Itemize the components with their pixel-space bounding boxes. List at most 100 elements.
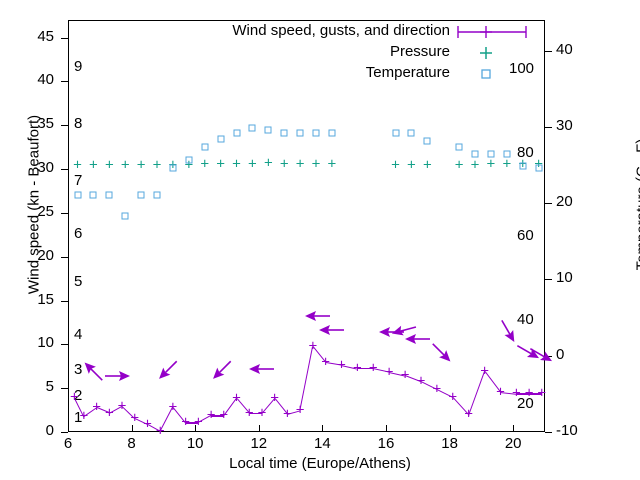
wind-speed-marker: + [168,398,178,416]
beaufort-inner-label: 5 [74,272,83,290]
pressure-marker: + [391,156,400,174]
pressure-marker: + [136,156,146,174]
pressure-marker: + [248,155,257,173]
y-tick-mark-right [545,127,552,128]
wind-direction-arrow [104,364,131,383]
wind-direction-arrow [208,355,240,387]
temperature-marker [264,126,272,134]
wind-speed-marker: + [400,366,410,384]
legend-item: Temperature [226,64,536,85]
y-tick-label-left: 25 [37,202,54,220]
fahrenheit-inner-label: 100 [509,59,535,77]
y-tick-mark-right [545,51,552,52]
pressure-marker: + [470,156,480,174]
wind-line-segment [516,393,530,395]
wind-line-segment [357,368,374,370]
wind-speed-marker: + [464,405,474,423]
legend-label: Pressure [389,43,450,60]
wind-speed-marker: + [524,384,534,402]
fahrenheit-inner-label: 80 [517,143,534,161]
pressure-marker: + [184,156,194,174]
x-tick-mark [132,425,133,432]
wind-speed-marker: + [416,372,426,390]
wind-speed-marker: + [432,380,442,398]
y-tick-mark-left [61,125,68,126]
legend-key-square [452,64,532,85]
wind-speed-marker: + [337,356,346,373]
temperature-marker [423,137,431,145]
wind-speed-marker: + [232,389,241,407]
y-tick-label-right: 30 [556,116,573,134]
x-tick-label: 18 [441,435,458,452]
temperature-marker [121,212,129,220]
wind-direction-arrow [318,323,345,342]
y-tick-mark-right [545,432,552,433]
legend-key-line-plus [452,22,532,43]
wind-speed-marker: + [104,404,114,422]
beaufort-inner-label: 1 [74,408,83,426]
fahrenheit-inner-label: 40 [517,311,534,329]
wind-direction-arrow [404,332,431,351]
wind-direction-arrow [154,355,186,387]
wind-line-segment [249,412,262,415]
y-tick-mark-right [545,203,552,204]
wind-line-segment [185,422,199,424]
wind-speed-marker: + [130,409,140,427]
temperature-marker [201,143,209,151]
y-tick-label-left: 15 [37,290,54,308]
beaufort-inner-label: 8 [74,115,83,133]
legend-item: Wind speed, gusts, and direction [226,22,536,43]
pressure-marker: + [200,155,210,173]
pressure-marker: + [232,155,241,173]
wind-speed-marker: + [181,413,191,431]
legend-item: Pressure [226,43,536,64]
pressure-marker: + [486,155,496,173]
temperature-marker [296,129,304,137]
temperature-marker [280,129,288,137]
pressure-marker: + [216,155,226,173]
pressure-marker: + [502,155,512,173]
y-tick-label-left: 30 [37,159,54,177]
pressure-marker: + [295,155,305,173]
x-tick-label: 8 [127,435,136,452]
x-tick-label: 20 [504,435,522,452]
wind-line-segment [211,415,224,417]
y-tick-label-left: 40 [37,71,54,89]
y-tick-mark-left [61,38,68,39]
wind-direction-arrow [513,335,545,364]
y-tick-label-right: -10 [556,422,578,439]
y-tick-mark-left [61,213,68,214]
wind-line-segment [529,393,542,395]
fahrenheit-inner-label: 20 [517,395,534,413]
temperature-marker [248,124,256,132]
wind-speed-marker: + [352,359,362,377]
wind-direction-arrow [495,313,524,345]
temperature-marker [169,164,177,172]
temperature-marker [407,129,415,137]
wind-speed-marker: + [384,363,394,380]
pressure-marker: + [279,155,289,173]
y-tick-mark-left [61,388,68,389]
wind-speed-marker: + [206,406,216,424]
y-tick-label-left: 5 [45,378,54,396]
wind-speed-marker: + [270,389,280,407]
wind-direction-arrow [248,362,275,381]
temperature-marker [312,129,320,137]
y-tick-label-right: 20 [556,193,573,211]
temperature-marker [74,191,82,199]
pressure-marker: + [454,156,464,174]
legend-label: Temperature [365,64,450,81]
x-tick-mark [386,425,387,432]
temperature-marker [185,156,193,164]
wind-speed-marker: + [448,388,458,406]
pressure-marker: + [89,156,98,174]
pressure-marker: + [422,156,432,174]
beaufort-inner-label: 7 [74,172,83,190]
x-tick-label: 6 [63,435,73,452]
wind-speed-marker: + [79,407,89,425]
wind-speed-marker: + [244,404,254,422]
wind-speed-marker: + [155,422,165,440]
beaufort-inner-label: 9 [74,58,83,76]
plot-area [68,20,545,432]
